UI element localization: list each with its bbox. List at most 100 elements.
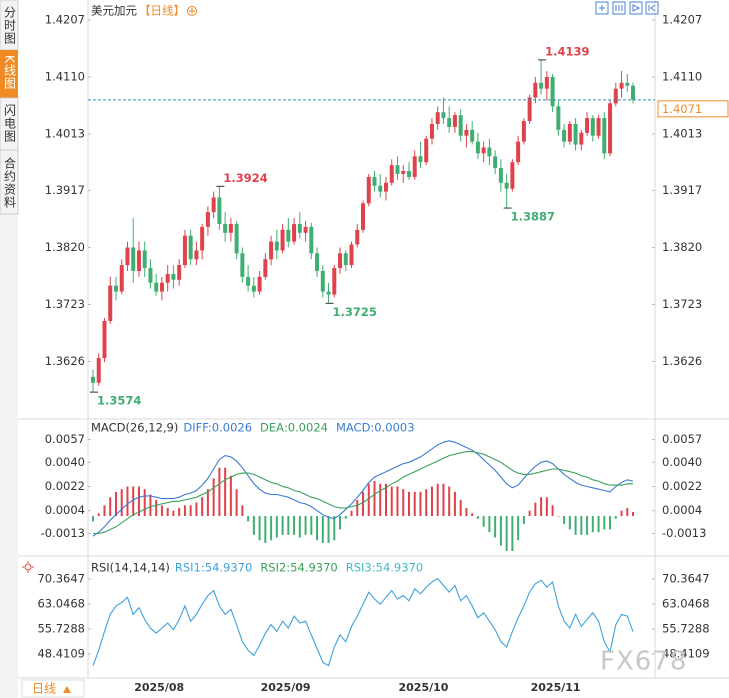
macd-bar xyxy=(143,489,146,517)
candle-body xyxy=(516,141,521,163)
candle-body xyxy=(343,253,348,266)
candle-body xyxy=(441,112,446,119)
legend-label: MACD:0.0003 xyxy=(336,421,415,435)
y-tick-label: 1.4207 xyxy=(45,12,85,26)
y-tick-label: 0.0022 xyxy=(45,479,85,493)
y-tick-label: 1.4110 xyxy=(45,69,85,83)
legend-label: RSI3:54.9370 xyxy=(346,561,423,575)
macd-bar xyxy=(574,516,577,535)
macd-bar xyxy=(511,516,514,551)
macd-bar xyxy=(471,513,474,517)
candle-body xyxy=(579,132,584,145)
period-button-label[interactable]: 日线 xyxy=(32,682,56,696)
y-tick-label-right: 1.3917 xyxy=(662,183,702,197)
tab-label[interactable]: 分时图 xyxy=(3,6,17,45)
macd-bar xyxy=(494,516,497,538)
macd-bar xyxy=(402,489,405,517)
macd-bar xyxy=(356,499,359,517)
extreme-label: 1.3574 xyxy=(97,394,141,408)
y-tick-label-right: 48.4109 xyxy=(662,647,710,661)
candle-body xyxy=(625,82,630,86)
tool-icon[interactable] xyxy=(645,1,659,15)
candle-body xyxy=(309,226,314,254)
candle-body xyxy=(338,253,343,269)
macd-bar xyxy=(591,516,594,533)
candle-body xyxy=(182,235,187,266)
rsi-icon[interactable] xyxy=(24,563,32,571)
candle-body xyxy=(297,223,302,233)
candle-body xyxy=(228,223,233,233)
macd-bar xyxy=(430,486,433,517)
candle-body xyxy=(108,285,113,321)
macd-bar xyxy=(603,516,606,530)
tab-active[interactable] xyxy=(0,50,18,98)
candle-body xyxy=(631,85,636,100)
macd-bar xyxy=(304,516,307,535)
tab-label[interactable]: 合约资料 xyxy=(3,156,17,209)
macd-bar xyxy=(132,486,135,517)
macd-bar xyxy=(499,516,502,546)
candle-body xyxy=(269,241,274,260)
candle-body xyxy=(240,253,245,277)
y-tick-label: 63.0468 xyxy=(37,597,85,611)
y-tick-label: 0.0004 xyxy=(45,503,85,517)
macd-bar xyxy=(568,516,571,530)
candle-body xyxy=(550,76,555,107)
macd-bar xyxy=(448,486,451,517)
y-tick-label-right: 1.3723 xyxy=(662,297,702,311)
y-tick-label: 48.4109 xyxy=(37,647,85,661)
tool-icon[interactable] xyxy=(612,1,626,15)
candle-body xyxy=(464,129,469,136)
candle-body xyxy=(251,285,256,292)
macd-bar xyxy=(333,516,336,541)
add-icon[interactable] xyxy=(187,6,197,16)
macd-bar xyxy=(201,497,204,517)
macd-bar xyxy=(264,516,267,543)
macd-bar xyxy=(580,516,583,535)
candle-body xyxy=(113,285,118,292)
macd-bar xyxy=(396,486,399,517)
tab[interactable] xyxy=(0,149,19,215)
macd-bar xyxy=(172,510,175,517)
symbol: 美元加元 xyxy=(91,4,137,18)
macd-bar xyxy=(258,516,261,541)
macd-bar xyxy=(183,505,186,517)
tab-label[interactable]: K线图 xyxy=(3,55,17,90)
macd-bar xyxy=(545,497,548,517)
candle-body xyxy=(544,76,549,89)
macd-bar xyxy=(436,483,439,517)
tool-icon[interactable] xyxy=(629,1,643,15)
macd-bar xyxy=(281,516,284,535)
candle-body xyxy=(188,235,193,260)
macd-bar xyxy=(224,467,227,517)
candle-body xyxy=(585,118,590,133)
tab-label[interactable]: 闪电图 xyxy=(3,104,17,143)
macd-bar xyxy=(597,516,600,533)
candle-body xyxy=(412,156,417,177)
candle-body xyxy=(487,147,492,157)
candle-body xyxy=(177,265,182,280)
macd-bar xyxy=(350,510,353,517)
macd-bar xyxy=(632,512,635,517)
candle-body xyxy=(395,165,400,174)
candle-body xyxy=(217,197,222,224)
extreme-label: 1.4139 xyxy=(545,44,589,58)
line-series xyxy=(92,577,634,667)
legend-label: DEA:0.0024 xyxy=(260,421,328,435)
tool-icon[interactable] xyxy=(595,1,609,15)
macd-bar xyxy=(92,516,94,522)
y-tick-label-right: 1.4110 xyxy=(662,69,702,83)
macd-bar xyxy=(459,499,462,517)
macd-bar xyxy=(534,502,537,517)
macd-bar xyxy=(298,516,301,538)
period: 【日线】 xyxy=(139,4,185,18)
candle-body xyxy=(102,320,107,359)
candle-body xyxy=(361,203,366,230)
macd-bar xyxy=(620,510,623,517)
macd-bar xyxy=(614,516,617,519)
candle-body xyxy=(498,168,503,183)
macd-bar xyxy=(453,491,456,517)
candle-body xyxy=(493,156,498,169)
legend-label: DIFF:0.0026 xyxy=(183,421,252,435)
